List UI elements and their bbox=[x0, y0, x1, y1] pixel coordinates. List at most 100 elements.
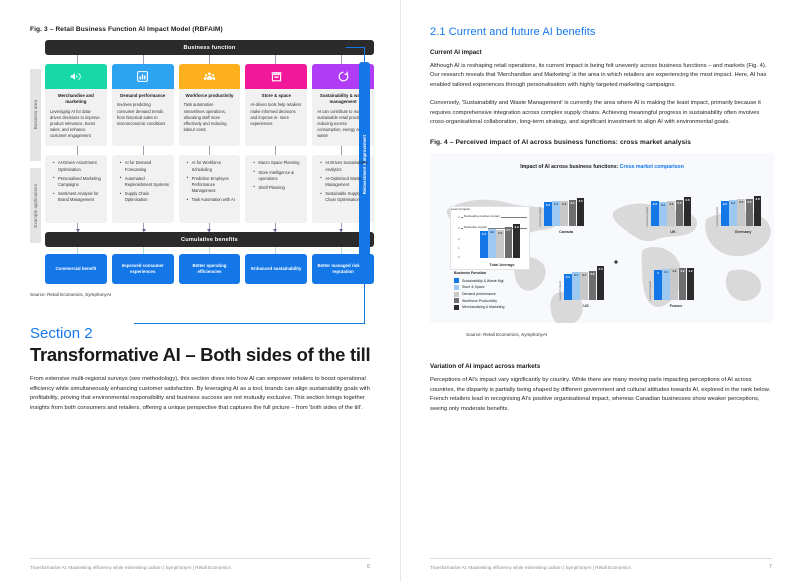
page-number: 7 bbox=[769, 564, 772, 570]
card-body: Workforce productivity Task automation s… bbox=[178, 89, 241, 147]
bar: 3.5 bbox=[496, 230, 504, 259]
page-title: 2.1 Current and future AI benefits bbox=[430, 26, 596, 38]
paragraph-2: Conversely, 'Sustainability and Waste Ma… bbox=[430, 100, 761, 125]
loop-line-bottom bbox=[134, 266, 365, 324]
connector bbox=[308, 247, 374, 255]
card-title: Merchandise and marketing bbox=[57, 93, 94, 105]
axis-label-y: Level of impact bbox=[451, 207, 470, 212]
bar: 3.8 bbox=[588, 271, 597, 301]
fig4-chart[interactable]: Impact of AI across business functions: … bbox=[430, 153, 774, 324]
footer-left: Transformative AI: Maximising efficiency… bbox=[30, 558, 370, 570]
panel-label: Canada bbox=[558, 229, 574, 235]
bar-group: 3.3 3.4 3.5 3.5 3.8 bbox=[721, 196, 762, 227]
bar-group: 3.4 3.7 3.7 3.8 4.5 bbox=[564, 266, 605, 301]
legend-swatch bbox=[454, 278, 459, 284]
annotation-noticeable-positive: Noticeable positive impact bbox=[461, 213, 527, 219]
bar-group: 4 4.1 4.3 4.2 4.2 bbox=[654, 268, 695, 301]
connector-arrow bbox=[308, 223, 374, 233]
apps-box[interactable]: AI for Workforce Scheduling Predictive E… bbox=[178, 155, 241, 224]
business-area-card[interactable]: Workforce productivity Task automation s… bbox=[178, 64, 241, 147]
bar: 3.6 bbox=[488, 229, 496, 259]
people-icon bbox=[178, 64, 241, 89]
connector bbox=[111, 55, 177, 64]
list-item: Store Intelligence & operations bbox=[253, 169, 303, 182]
benefit-box[interactable]: Better managed risk and reputation bbox=[312, 254, 374, 285]
axis-label-y: Level of impact bbox=[538, 206, 542, 227]
bar: 3.7 bbox=[572, 272, 580, 301]
card-body: Demand performance Involves predicting c… bbox=[111, 89, 174, 147]
map-marker bbox=[614, 260, 618, 264]
legend-item[interactable]: Workforce Productivity bbox=[454, 298, 504, 304]
list-item: Predictive Employee Performance Manageme… bbox=[187, 175, 237, 194]
store-icon bbox=[245, 64, 308, 89]
benefit-box[interactable]: Commercial benefit bbox=[45, 254, 107, 285]
apps-box[interactable]: AI for Demand Forecasting Automated Repl… bbox=[111, 155, 174, 224]
benefit-box[interactable]: Improved consumer experiences bbox=[111, 254, 174, 285]
connector-arrow bbox=[242, 223, 308, 233]
chart-title-accent: Cross market comparison bbox=[619, 164, 684, 171]
card-text: Involves predicting consumer demand tren… bbox=[116, 102, 166, 126]
card-text: Leveraging AI for data-driven decisions … bbox=[50, 108, 100, 139]
apps-box[interactable]: AI-Driven Assortment Optimisation Person… bbox=[45, 155, 107, 224]
connector bbox=[111, 146, 177, 156]
page-right: 2.1 Current and future AI benefits Curre… bbox=[400, 0, 800, 582]
connectors-arrows bbox=[45, 223, 374, 233]
bar: 3.3 bbox=[651, 201, 659, 227]
list-item: AI for Demand Forecasting bbox=[120, 160, 170, 172]
panel-france[interactable]: Level of impact 4 4.1 4.3 4.2 4.2 France bbox=[648, 261, 704, 309]
panel-germany[interactable]: Level of impact 3.3 3.4 3.5 3.5 3.8 Germ… bbox=[715, 187, 771, 235]
panel-total-average[interactable]: Level of impact 4 3 2 1 0 Noticeable pos… bbox=[450, 206, 530, 271]
connector-arrow bbox=[45, 223, 111, 233]
panel-us[interactable]: Level of impact 3.4 3.7 3.7 3.8 4.5 US bbox=[558, 261, 614, 309]
legend-item[interactable]: Merchandising & Marketing bbox=[454, 304, 505, 310]
panel-uk[interactable]: Level of impact 3.3 3.2 3.3 3.4 3.6 UK bbox=[645, 187, 701, 235]
bar: 3.2 bbox=[544, 202, 552, 227]
fig3-source: Source: Retail Economics, SymphonyAI bbox=[30, 292, 112, 298]
annotation-moderate: Moderate impact bbox=[461, 224, 527, 230]
legend-label: Demand performance bbox=[462, 292, 496, 297]
section-body: From extensive multi-regional surveys (s… bbox=[30, 376, 370, 411]
paragraph-3: Perceptions of AI's impact vary signific… bbox=[430, 377, 771, 412]
bar: 3.5 bbox=[745, 199, 754, 227]
fig4-caption: Fig. 4 – Perceived impact of AI across b… bbox=[430, 139, 691, 147]
subheading-variation: Variation of AI impact across markets bbox=[430, 363, 541, 371]
bar: 3.2 bbox=[659, 202, 667, 227]
business-area-card[interactable]: Merchandise and marketing Leveraging AI … bbox=[45, 64, 107, 147]
legend-item[interactable]: Store & Space bbox=[454, 284, 504, 290]
business-area-card[interactable]: Demand performance Involves predicting c… bbox=[111, 64, 174, 147]
legend-label: Store & Space bbox=[462, 285, 485, 290]
apps-box[interactable]: Macro Space Planning Store Intelligence … bbox=[245, 155, 308, 224]
bar-group: 3.3 3.2 3.3 3.4 3.6 bbox=[651, 197, 692, 227]
chart-title-plain: Impact of AI across business functions: bbox=[520, 164, 620, 171]
cumulative-benefits-bar: Cumulative benefits bbox=[45, 232, 374, 248]
benefit-box[interactable]: Enhanced sustainability bbox=[245, 254, 308, 285]
bar: 3.4 bbox=[729, 200, 737, 227]
legend-item[interactable]: Sustainability & Waste Mgt bbox=[454, 278, 504, 284]
footer-right: Transformative AI: Maximising efficiency… bbox=[430, 558, 772, 570]
connector bbox=[111, 247, 177, 255]
connector bbox=[177, 146, 243, 156]
legend-item[interactable]: Demand performance bbox=[454, 291, 504, 297]
list-item: AI-Driven Assortment Optimisation bbox=[53, 160, 103, 172]
panel-label: UK bbox=[670, 229, 676, 235]
footer-text: Transformative AI: Maximising efficiency… bbox=[430, 564, 631, 570]
bar: 3.4 bbox=[568, 200, 577, 227]
list-item: Automated Replenishment Systems bbox=[120, 175, 170, 188]
panel-canada[interactable]: Level of impact 3.2 3.3 3.3 3.4 3.5 Cana… bbox=[538, 187, 594, 235]
list-item: AI-Driven Sustainability Analytics bbox=[320, 160, 370, 172]
axis-label-example-applications: Example applications bbox=[30, 168, 41, 243]
benefit-box[interactable]: Better operating efficiencies bbox=[178, 254, 241, 285]
bar: 3.8 bbox=[753, 196, 762, 227]
business-area-card[interactable]: Store & space AI-driven tools help retai… bbox=[245, 64, 308, 147]
chart-legend: Business Function Sustainability & Waste… bbox=[454, 271, 504, 311]
bar: 4.1 bbox=[662, 269, 670, 301]
business-function-bar: Business function bbox=[45, 40, 374, 55]
legend-label: Merchandising & Marketing bbox=[462, 305, 505, 310]
bar: 4.2 bbox=[678, 268, 687, 301]
section-title: Transformative AI – Both sides of the ti… bbox=[30, 344, 371, 366]
bar: 3.9 bbox=[512, 224, 521, 259]
legend-swatch bbox=[454, 298, 459, 304]
legend-label: Workforce Productivity bbox=[462, 298, 497, 303]
loop-line-top bbox=[346, 47, 365, 63]
card-text: AI can contribute to more sustainable re… bbox=[317, 108, 367, 139]
